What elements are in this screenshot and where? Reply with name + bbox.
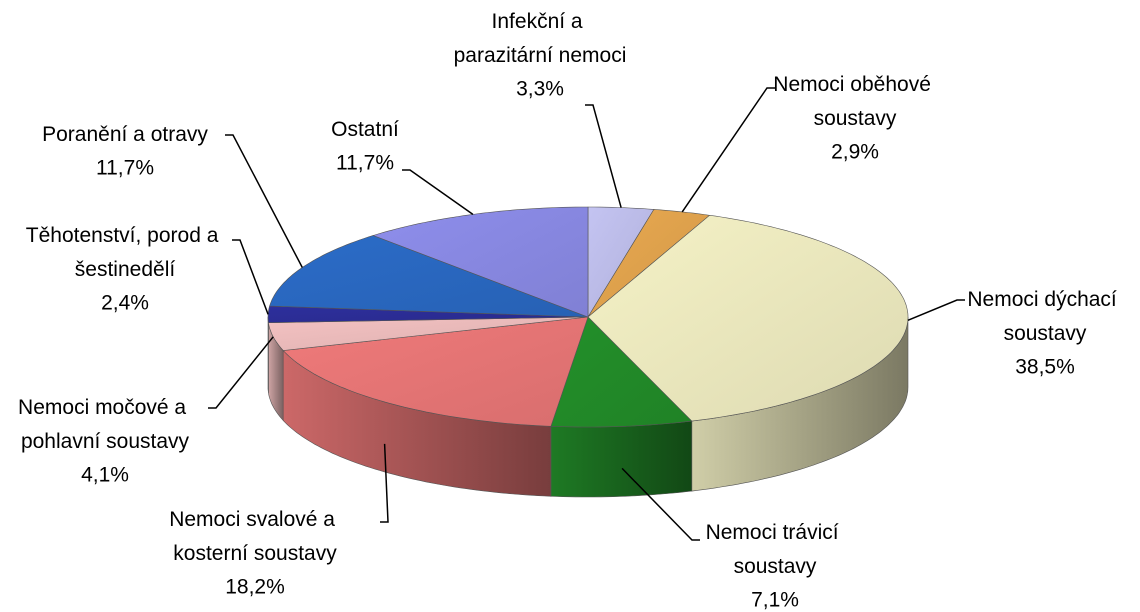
label-line: Poranění a otravy [42,123,208,146]
value-label: 2,9% [831,141,879,164]
label-line: soustavy [1004,322,1087,345]
slice-label: Nemoci trávicí soustavy [706,521,845,578]
label-line: Ostatní [331,118,399,141]
leader-line [380,443,389,523]
slice-label: Nemoci močové a pohlavní soustavy [18,396,192,453]
value-label: 38,5% [1015,356,1075,379]
label-line: kosterní soustavy [173,542,337,565]
leader-line [681,87,775,213]
value-label: 2,4% [101,292,149,315]
label-line: Nemoci oběhové [773,73,936,96]
value-label: 11,7% [96,157,154,180]
label-line: Nemoci trávicí [706,521,845,544]
slice [268,316,589,351]
leader-line [208,336,274,409]
leader-line [907,299,965,321]
slice-label: Těhotenství, porod a šestinedělí [26,224,224,281]
value-label: 18,2% [225,576,285,599]
label-line: soustavy [814,107,897,130]
leader-line [232,239,269,315]
slice-label: Nemoci oběhové soustavy [773,73,936,130]
slice [282,316,589,427]
label-line: Nemoci svalové a [169,508,341,531]
label-line: Nemoci dýchací [967,288,1122,311]
label-line: Nemoci močové a [18,396,192,419]
label-line: parazitární nemoci [454,44,627,67]
label-line: pohlavní soustavy [21,430,190,453]
value-label: 11,7% [336,152,394,175]
value-label: 7,1% [751,589,799,612]
leader-line [621,467,700,541]
slice-label: Nemoci svalové a kosterní soustavy [169,508,341,565]
label-line: šestinedělí [75,258,176,281]
leader-line [402,169,474,216]
label-line: Infekční a [492,10,589,33]
slice-label: Ostatní [331,118,399,141]
slice [550,316,693,428]
label-line: Těhotenství, porod a [26,224,224,247]
label-line: soustavy [734,555,817,578]
leader-line [225,134,303,268]
value-label: 3,3% [516,78,564,101]
leader-line [585,104,622,208]
slice [587,206,655,319]
value-label: 4,1% [81,464,129,487]
slice-side [550,420,693,498]
slice-label: Infekční a parazitární nemoci [454,10,627,67]
slice-label: Nemoci dýchací soustavy [967,288,1122,345]
slice-label: Poranění a otravy [42,123,208,146]
